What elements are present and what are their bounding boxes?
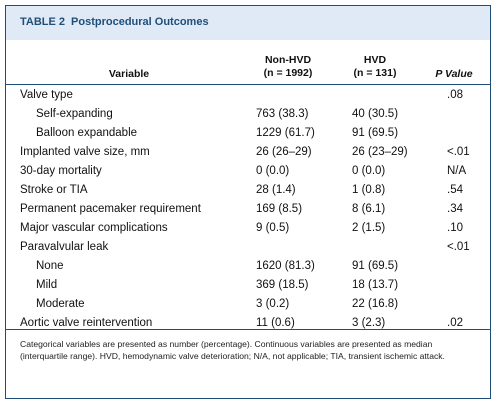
row-label: None [36,260,64,272]
row-label: Mild [36,279,58,291]
row-label: Permanent pacemaker requirement [20,203,201,215]
cell-hvd: 2 (1.5) [352,222,386,234]
table-row: Paravalvular leak <.01 [6,238,490,257]
header-hvd-label: HVD [363,54,387,66]
row-label: Paravalvular leak [20,241,109,253]
cell-non-hvd: 3 (0.2) [256,298,290,310]
table-row: Self-expanding 763 (38.3) 40 (30.5) [6,105,490,124]
table-caption: Postprocedural Outcomes [71,16,209,28]
cell-non-hvd: 26 (26–29) [256,146,312,158]
table-row: Valve type .08 [6,86,490,105]
cell-p-value: <.01 [447,241,470,253]
cell-hvd: 91 (69.5) [352,127,399,139]
table-frame: TABLE 2 Postprocedural Outcomes Variable … [5,5,491,399]
cell-p-value: .08 [447,89,463,101]
body-rule [6,329,490,330]
cell-non-hvd: 0 (0.0) [256,165,290,177]
table-row: Permanent pacemaker requirement 169 (8.5)… [6,200,490,219]
cell-hvd: 18 (13.7) [352,279,399,291]
row-label: Valve type [20,89,73,101]
row-label: Balloon expandable [36,127,138,139]
table-title-band: TABLE 2 Postprocedural Outcomes [6,6,490,40]
table-footnote: Categorical variables are presented as n… [20,339,445,361]
table-row: Aortic valve reintervention 11 (0.6) 3 (2.… [6,314,490,333]
row-label: Implanted valve size, mm [20,146,150,158]
header-non-hvd-n: (n = 1992) [263,67,313,79]
cell-hvd: 26 (23–29) [352,146,408,158]
table-row: Implanted valve size, mm 26 (26–29) 26 (23… [6,143,490,162]
row-label: Aortic valve reintervention [20,317,153,329]
cell-hvd: 3 (2.3) [352,317,386,329]
cell-hvd: 0 (0.0) [352,165,386,177]
header-hvd: HVD (n = 131) [340,54,410,80]
header-p-value: P Value [429,68,479,81]
table-row: Mild 369 (18.5) 18 (13.7) [6,276,490,295]
cell-p-value: N/A [447,165,467,177]
header-variable: Variable [108,68,150,80]
header-p-value-label: P Value [435,68,473,80]
table-row: Stroke or TIA 28 (1.4) 1 (0.8) .54 [6,181,490,200]
table-row: Balloon expandable 1229 (61.7) 91 (69.5) [6,124,490,143]
cell-p-value: <.01 [447,146,470,158]
cell-hvd: 8 (6.1) [352,203,386,215]
cell-hvd: 22 (16.8) [352,298,399,310]
cell-p-value: .54 [447,184,463,196]
cell-non-hvd: 28 (1.4) [256,184,296,196]
row-label: Stroke or TIA [20,184,88,196]
row-label: Moderate [36,298,85,310]
cell-non-hvd: 1229 (61.7) [256,127,315,139]
cell-non-hvd: 1620 (81.3) [256,260,315,272]
cell-hvd: 91 (69.5) [352,260,399,272]
header-non-hvd-label: Non-HVD [264,54,312,66]
cell-hvd: 1 (0.8) [352,184,386,196]
table-row: Major vascular complications 9 (0.5) 2 (1.… [6,219,490,238]
table-label: TABLE 2 [20,16,66,28]
cell-non-hvd: 169 (8.5) [256,203,303,215]
cell-non-hvd: 9 (0.5) [256,222,290,234]
header-rule [6,84,490,85]
cell-non-hvd: 763 (38.3) [256,108,309,120]
table-row: 30-day mortality 0 (0.0) 0 (0.0) N/A [6,162,490,181]
cell-hvd: 40 (30.5) [352,108,399,120]
table-row: None 1620 (81.3) 91 (69.5) [6,257,490,276]
header-hvd-n: (n = 131) [353,67,397,79]
cell-p-value: .02 [447,317,463,329]
cell-non-hvd: 11 (0.6) [256,317,295,329]
cell-p-value: .10 [447,222,463,234]
row-label: 30-day mortality [20,165,102,177]
header-non-hvd: Non-HVD (n = 1992) [248,54,328,80]
row-label: Self-expanding [36,108,113,120]
table-title: TABLE 2 Postprocedural Outcomes [20,16,209,28]
table-row: Moderate 3 (0.2) 22 (16.8) [6,295,490,314]
cell-p-value: .34 [447,203,463,215]
row-label: Major vascular complications [20,222,168,234]
cell-non-hvd: 369 (18.5) [256,279,309,291]
